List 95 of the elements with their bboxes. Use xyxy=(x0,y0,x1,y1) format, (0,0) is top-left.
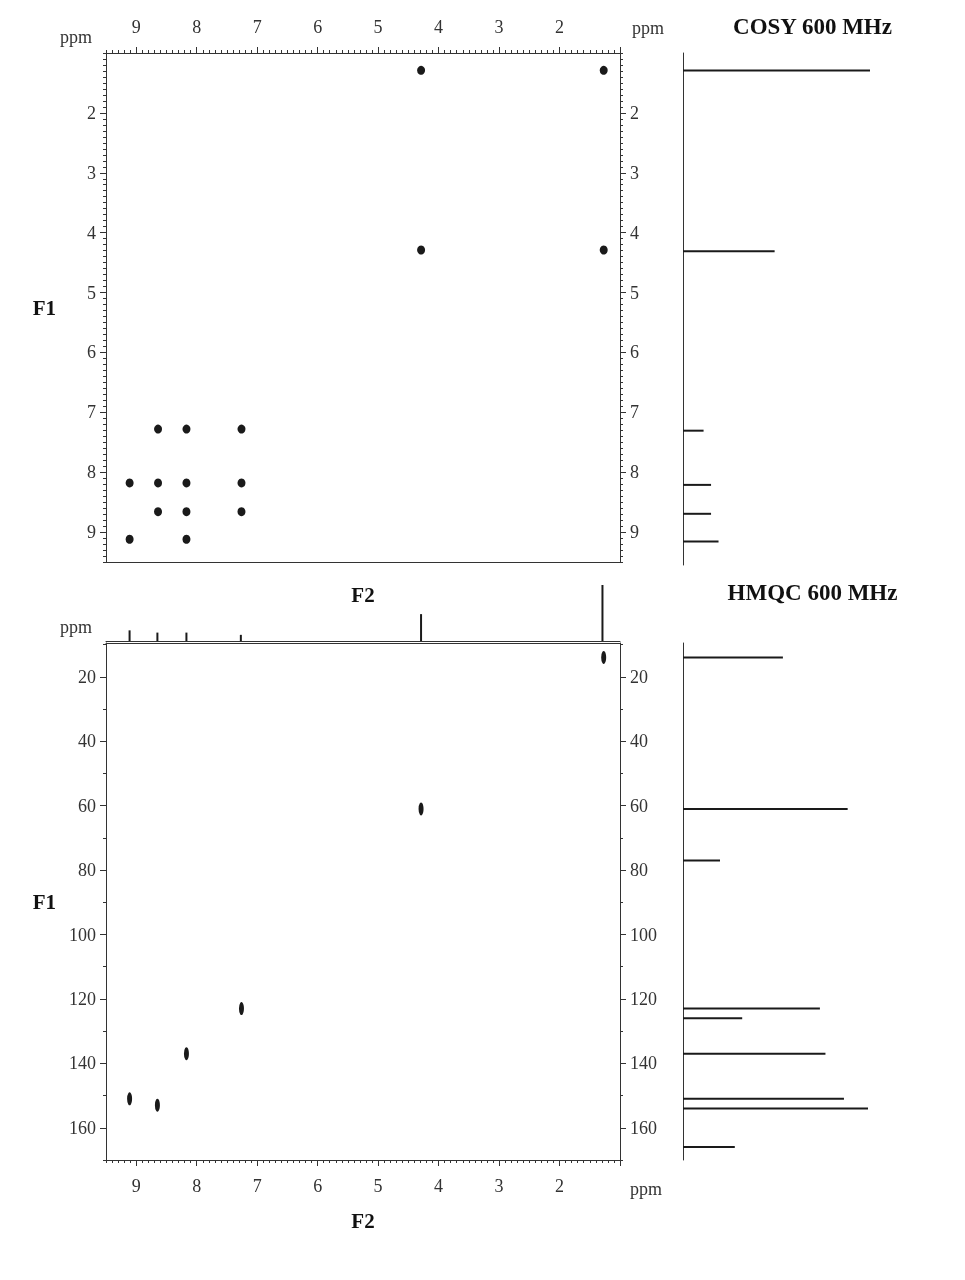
point xyxy=(182,424,191,434)
text: ppm xyxy=(630,1179,663,1199)
bar xyxy=(683,540,719,543)
y-tick-label: 8 xyxy=(87,462,96,483)
bar xyxy=(683,656,783,659)
y-tick-label: 20 xyxy=(78,666,96,687)
y-tick-label: 160 xyxy=(69,1117,96,1138)
x-axis-title: F2 xyxy=(351,1208,375,1233)
point xyxy=(154,478,162,488)
y2-tick-label: 100 xyxy=(630,924,657,945)
bar xyxy=(683,250,775,253)
x-tick-label: 4 xyxy=(434,1176,444,1196)
y-tick-label: 40 xyxy=(78,731,96,752)
y2-tick-label: 20 xyxy=(630,666,648,687)
point xyxy=(237,478,246,488)
x-tick-label: 5 xyxy=(373,1176,383,1196)
y-tick-label: 100 xyxy=(69,924,96,945)
bar xyxy=(185,632,188,641)
bar xyxy=(683,859,720,862)
bar xyxy=(239,634,242,641)
y-tick-label: 60 xyxy=(78,795,96,816)
bar xyxy=(683,1017,743,1020)
bar xyxy=(601,585,604,641)
bar xyxy=(683,1146,735,1149)
x2-tick-label: 8 xyxy=(192,17,202,37)
y-tick-label: 2 xyxy=(87,102,96,123)
x2-tick-label: 4 xyxy=(434,17,444,37)
chart-title: HMQC 600 MHz xyxy=(727,580,898,605)
x-tick-label: 9 xyxy=(131,1176,141,1196)
y-tick-label: 5 xyxy=(87,282,96,303)
point xyxy=(182,478,191,488)
x2-tick-label: 9 xyxy=(131,17,141,37)
point xyxy=(237,424,246,434)
text: ppm xyxy=(59,617,92,637)
y-tick-label: 4 xyxy=(87,222,96,243)
y-axis-title: F1 xyxy=(32,295,56,320)
point xyxy=(599,245,608,255)
bar xyxy=(683,807,848,810)
x-tick-label: 6 xyxy=(313,1176,323,1196)
point xyxy=(154,424,162,434)
bar xyxy=(683,69,870,72)
bar xyxy=(683,512,712,515)
bar xyxy=(420,614,423,641)
y2-tick-label: 7 xyxy=(630,402,639,423)
y-tick-label: 3 xyxy=(87,162,96,183)
x2-tick-label: 2 xyxy=(555,17,565,37)
bar xyxy=(683,1007,820,1010)
y2-tick-label: 80 xyxy=(630,860,648,881)
y2-tick-label: 4 xyxy=(630,222,639,243)
y-tick-label: 6 xyxy=(87,342,96,363)
point xyxy=(417,65,426,75)
y-tick-label: 140 xyxy=(69,1053,96,1074)
point xyxy=(237,507,246,517)
bar xyxy=(683,1052,826,1055)
x-tick-label: 7 xyxy=(252,1176,262,1196)
y2-tick-label: 8 xyxy=(630,462,639,483)
point xyxy=(125,478,134,488)
chart-title: COSY 600 MHz xyxy=(733,14,892,39)
point xyxy=(182,507,191,517)
y2-tick-label: 140 xyxy=(630,1053,657,1074)
y2-tick-label: 120 xyxy=(630,988,657,1009)
x-tick-label: 2 xyxy=(555,1176,565,1196)
y2-tick-label: 6 xyxy=(630,342,639,363)
bar xyxy=(156,632,159,641)
point xyxy=(599,65,608,75)
y2-tick-label: 40 xyxy=(630,731,648,752)
point xyxy=(125,534,134,544)
y-axis-title: F1 xyxy=(32,889,56,914)
y2-tick-label: 9 xyxy=(630,522,639,543)
x2-tick-label: 7 xyxy=(252,17,262,37)
point xyxy=(154,507,162,517)
y-tick-label: 120 xyxy=(69,988,96,1009)
y2-tick-label: 5 xyxy=(630,282,639,303)
x2-axis-title: ppm xyxy=(632,18,665,38)
y-tick-label: 80 xyxy=(78,860,96,881)
y2-tick-label: 3 xyxy=(630,162,639,183)
y2-tick-label: 160 xyxy=(630,1117,657,1138)
x-axis-title: F2 xyxy=(351,582,375,607)
x-tick-label: 8 xyxy=(192,1176,202,1196)
x2-tick-label: 6 xyxy=(313,17,323,37)
y-tick-label: 9 xyxy=(87,522,96,543)
x2-tick-label: 5 xyxy=(373,17,383,37)
bar xyxy=(683,483,712,486)
x2-tick-label: 3 xyxy=(494,17,504,37)
x-tick-label: 3 xyxy=(494,1176,504,1196)
bar xyxy=(128,630,131,641)
point xyxy=(182,534,191,544)
text: ppm xyxy=(59,27,92,47)
point xyxy=(417,245,426,255)
bar xyxy=(683,1097,844,1100)
y-tick-label: 7 xyxy=(87,402,96,423)
bar xyxy=(683,429,704,432)
bar xyxy=(683,1107,868,1110)
y2-tick-label: 2 xyxy=(630,102,639,123)
y2-tick-label: 60 xyxy=(630,795,648,816)
